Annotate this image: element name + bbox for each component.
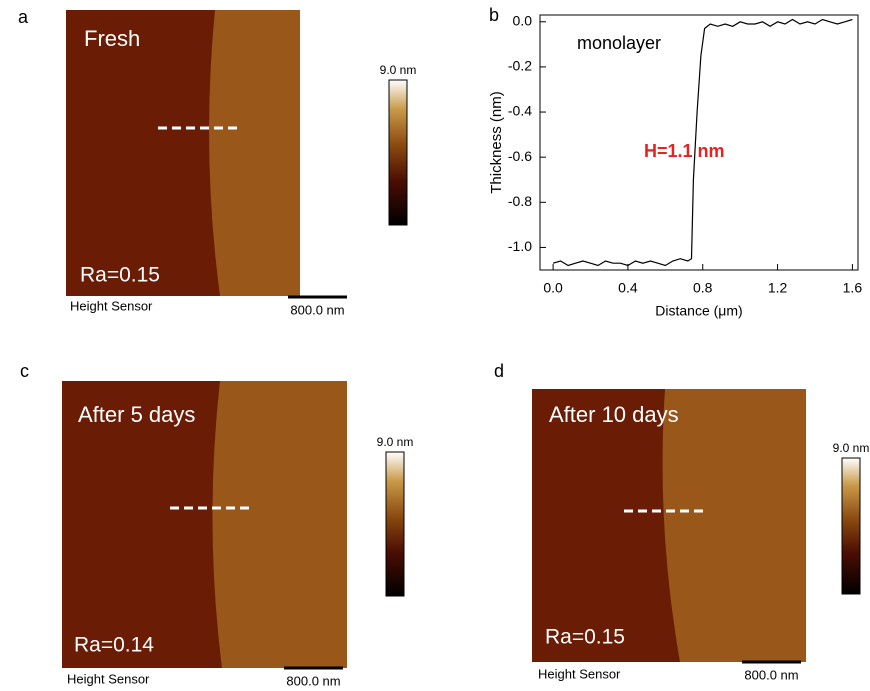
panel-letter: b	[489, 5, 499, 25]
image-label: After 10 days	[549, 402, 679, 427]
colorbar	[385, 451, 405, 597]
x-tick-label: 0.4	[618, 280, 638, 296]
profile-line	[552, 18, 853, 267]
y-tick-label: -1.0	[508, 238, 532, 254]
panel-letter: c	[20, 361, 29, 381]
y-tick-label: -0.2	[508, 58, 532, 74]
panel-letter: a	[18, 7, 29, 27]
sensor-label: Height Sensor	[538, 666, 621, 681]
panel-letter: d	[494, 361, 504, 381]
sensor-label: Height Sensor	[70, 298, 153, 313]
x-axis-title: Distance (μm)	[655, 303, 742, 319]
roughness: Ra=0.14	[74, 634, 154, 657]
colorbar	[841, 457, 861, 595]
x-tick-label: 0.0	[543, 280, 563, 296]
y-tick-label: -0.8	[508, 193, 532, 209]
x-tick-label: 1.6	[843, 280, 863, 296]
afm-terrace	[209, 10, 300, 296]
scale-bar-label: 800.0 nm	[744, 667, 798, 682]
colorbar-label: 9.0 nm	[377, 435, 414, 449]
sensor-label: Height Sensor	[67, 671, 150, 686]
y-axis-title: Thickness (nm)	[488, 91, 505, 194]
colorbar-label: 9.0 nm	[380, 63, 417, 77]
y-tick-label: -0.4	[508, 103, 532, 119]
y-tick-label: -0.6	[508, 148, 532, 164]
roughness: Ra=0.15	[545, 626, 625, 649]
roughness: Ra=0.15	[80, 264, 160, 287]
colorbar-label: 9.0 nm	[833, 441, 870, 455]
annotation: monolayer	[577, 33, 661, 53]
plot-frame	[539, 14, 859, 271]
image-label: Fresh	[84, 26, 140, 51]
annotation: H=1.1 nm	[644, 141, 725, 161]
scale-bar-label: 800.0 nm	[290, 302, 344, 317]
scale-bar-label: 800.0 nm	[286, 673, 340, 688]
y-tick-label: 0.0	[513, 12, 533, 28]
x-tick-label: 1.2	[768, 280, 788, 296]
colorbar	[388, 79, 408, 226]
afm-terrace	[212, 381, 347, 668]
image-label: After 5 days	[78, 402, 195, 427]
x-tick-label: 0.8	[693, 280, 713, 296]
afm-terrace	[662, 389, 806, 662]
